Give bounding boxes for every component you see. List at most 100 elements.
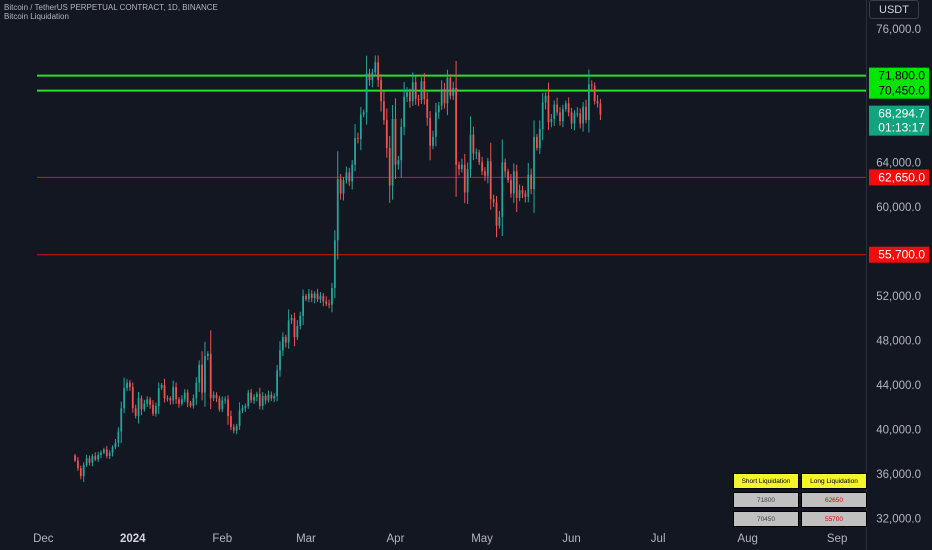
short-liquidation-tag	[869, 82, 929, 99]
liquidation-table: Short Liquidation Long Liquidation 71800…	[731, 470, 869, 530]
candle-body	[512, 171, 515, 194]
candle-body	[518, 190, 521, 198]
candle-body	[489, 161, 492, 200]
candle-body	[406, 92, 408, 97]
y-tick-label: 60,000.0	[876, 202, 921, 214]
candle-body	[354, 137, 356, 165]
candle-body	[547, 95, 550, 123]
table-cell-short: 71800	[733, 492, 799, 508]
candle-body	[175, 387, 177, 400]
candle-body	[253, 397, 255, 401]
candle-body	[313, 293, 316, 299]
candle-body	[120, 408, 123, 432]
candle-body	[385, 120, 388, 148]
candle-body	[371, 72, 374, 81]
y-tick-label: 44,000.0	[876, 380, 921, 392]
chart-title: Bitcoin / TetherUS PERPETUAL CONTRACT, 1…	[4, 3, 218, 12]
candle-body	[232, 427, 235, 431]
candle-body	[492, 199, 495, 203]
candle-body	[553, 104, 556, 120]
candle-body	[550, 119, 553, 123]
candle-body	[160, 384, 163, 389]
candle-body	[403, 96, 406, 127]
candle-body	[524, 193, 527, 197]
candle-body	[97, 454, 100, 460]
candle-body	[198, 364, 201, 383]
candle-body	[105, 449, 108, 457]
candle-body	[126, 382, 128, 389]
candle-body	[432, 136, 434, 146]
x-tick-label: 2024	[120, 533, 146, 545]
candle-body	[478, 152, 481, 163]
candle-body	[443, 88, 446, 104]
candle-body	[400, 126, 403, 161]
x-tick-label: Feb	[212, 533, 232, 545]
candle-body	[204, 355, 206, 393]
candle-body	[463, 164, 466, 193]
candle-body	[290, 318, 293, 321]
candle-body	[564, 103, 567, 110]
candle-body	[342, 180, 345, 194]
candle-body	[411, 82, 414, 102]
candle-body	[163, 384, 166, 399]
candle-body	[235, 426, 238, 431]
candle-body	[576, 113, 579, 115]
candle-body	[446, 77, 449, 104]
candle-body	[533, 136, 535, 190]
candle-body	[466, 169, 469, 193]
candle-body	[541, 102, 544, 130]
currency-button[interactable]: USDT	[869, 0, 919, 19]
indicator-label[interactable]: Bitcoin Liquidation	[4, 12, 69, 21]
candle-body	[437, 105, 440, 113]
candle-body	[460, 164, 463, 170]
candle-body	[562, 109, 564, 122]
candle-body	[362, 112, 365, 115]
candle-body	[172, 387, 175, 401]
candle-body	[189, 402, 192, 406]
candle-body	[429, 117, 432, 146]
candle-body	[299, 315, 302, 326]
candle-body	[241, 408, 244, 411]
x-tick-label: Dec	[33, 533, 54, 545]
candle-body	[599, 103, 602, 115]
candle-body	[472, 134, 475, 154]
candle-body	[209, 353, 212, 399]
candle-body	[579, 113, 582, 124]
candle-body	[469, 134, 472, 170]
candle-body	[582, 106, 585, 124]
candle-body	[570, 112, 573, 124]
candle-body	[284, 337, 287, 343]
x-tick-label: Aug	[737, 533, 757, 545]
candle-body	[388, 147, 391, 186]
candle-body	[227, 399, 229, 416]
candle-body	[143, 403, 146, 410]
candle-body	[449, 77, 452, 96]
candle-body	[131, 387, 134, 409]
candle-body	[296, 325, 299, 338]
candle-body	[357, 137, 359, 140]
candle-body	[397, 160, 400, 165]
x-tick-label: Jul	[651, 533, 666, 545]
last-price-tag	[869, 105, 929, 136]
candle-body	[417, 98, 420, 101]
candle-body	[527, 174, 530, 197]
short-liquidation-tag-label: 70,450.0	[878, 84, 925, 98]
short-liquidation-tag-label: 71,800.0	[878, 69, 925, 83]
candle-body	[351, 164, 354, 182]
candle-body	[267, 394, 270, 401]
candle-body	[322, 295, 325, 302]
candle-body	[134, 408, 137, 416]
candle-body	[495, 202, 498, 226]
candle-body	[365, 73, 368, 113]
candle-body	[333, 240, 336, 289]
candle-body	[515, 171, 518, 198]
candle-body	[88, 458, 91, 463]
candle-body	[593, 85, 596, 102]
long-liquidation-tag-label: 62,650.0	[878, 170, 925, 184]
table-header-long: Long Liquidation	[801, 473, 867, 489]
candle-body	[501, 162, 504, 217]
candle-body	[276, 370, 279, 396]
candle-body	[94, 456, 97, 460]
candle-body	[79, 468, 82, 477]
